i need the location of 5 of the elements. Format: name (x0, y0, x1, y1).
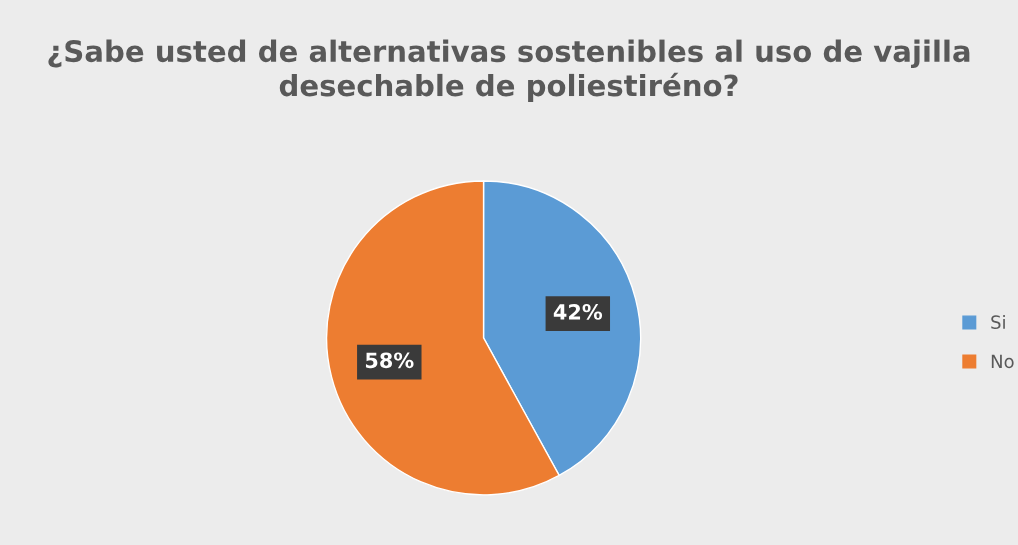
legend-label: No (991, 354, 1014, 369)
chart-title: ¿Sabe usted de alternativas sostenibles al uso de vajilla desechable de poliestiréno? (48, 39, 970, 103)
data-label: 58% (365, 352, 414, 369)
data-label: 42% (553, 303, 603, 320)
legend-label: Si (991, 315, 1005, 330)
